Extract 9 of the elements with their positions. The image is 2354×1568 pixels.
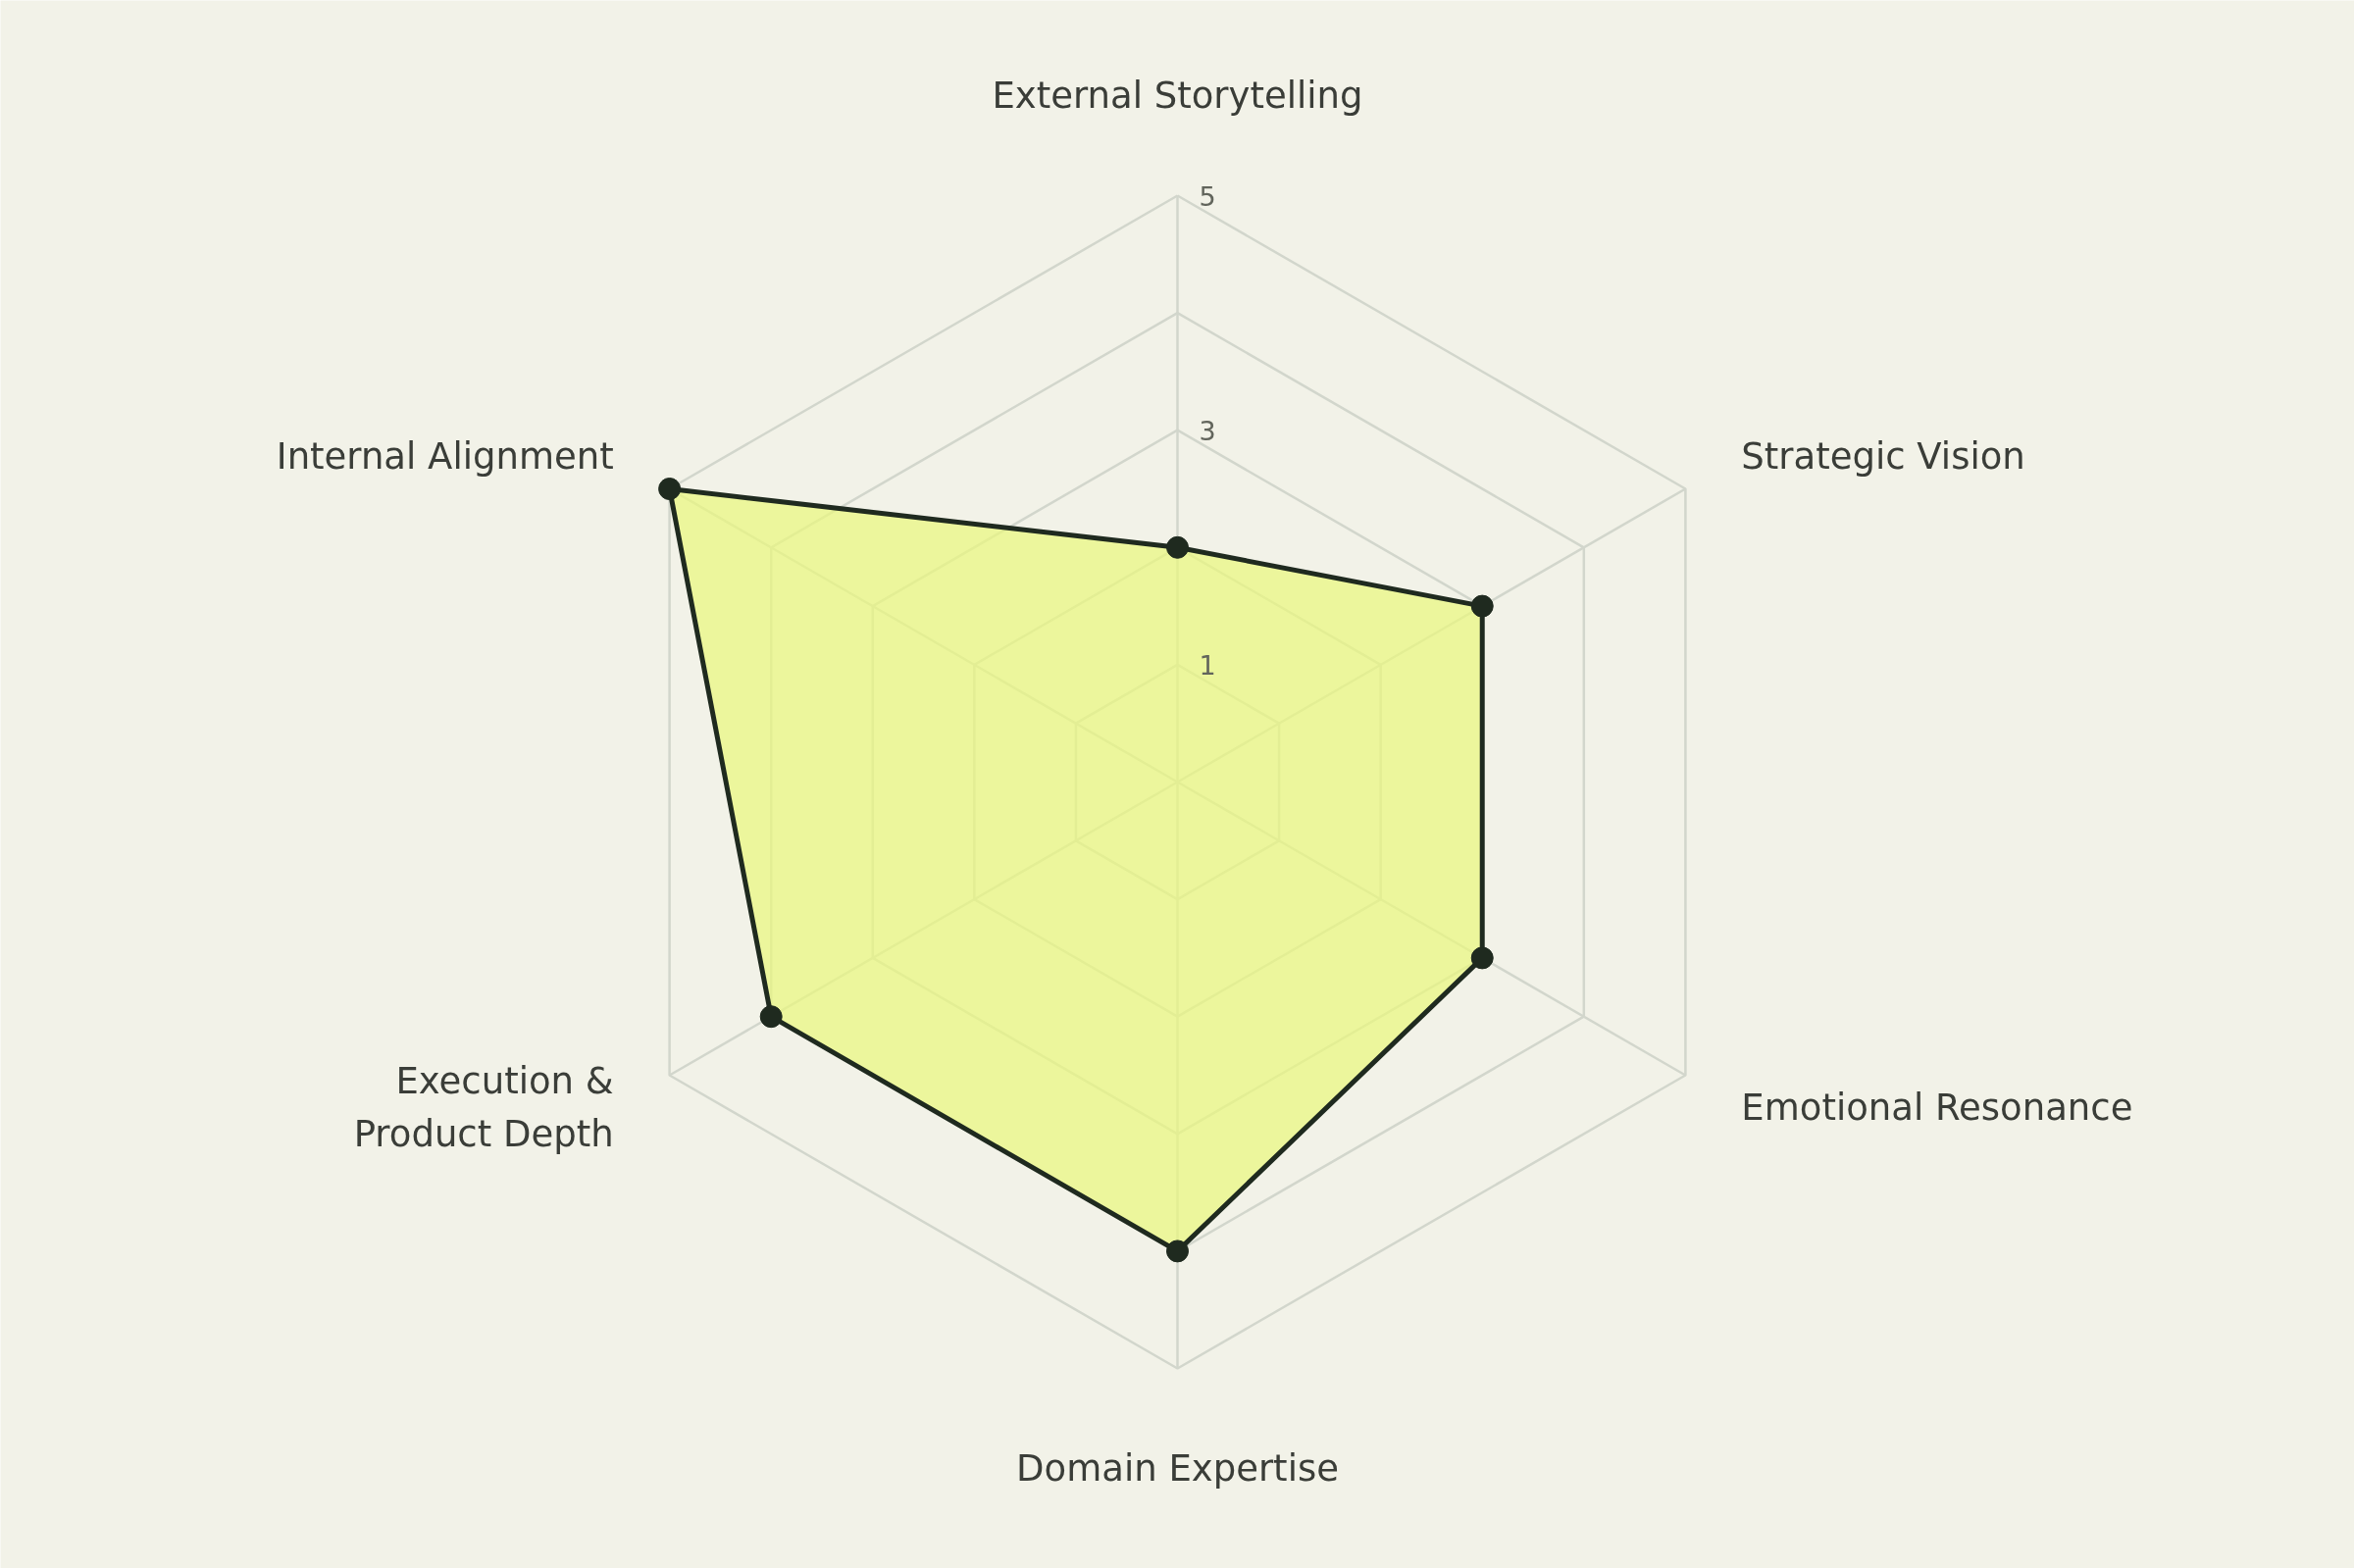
spoke-label: Domain Expertise [1016, 1446, 1339, 1490]
spoke-label: Strategic Vision [1741, 435, 2025, 479]
spoke-label: Internal Alignment [276, 435, 614, 479]
y-tick-label: 5 [1199, 180, 1216, 212]
spoke-label: Emotional Resonance [1741, 1086, 2133, 1129]
spoke-label: External Storytelling [992, 75, 1363, 118]
y-tick-label: 3 [1199, 415, 1216, 446]
y-tick-label: 1 [1199, 649, 1216, 681]
spoke-label: Execution & Product Depth [353, 1060, 614, 1155]
